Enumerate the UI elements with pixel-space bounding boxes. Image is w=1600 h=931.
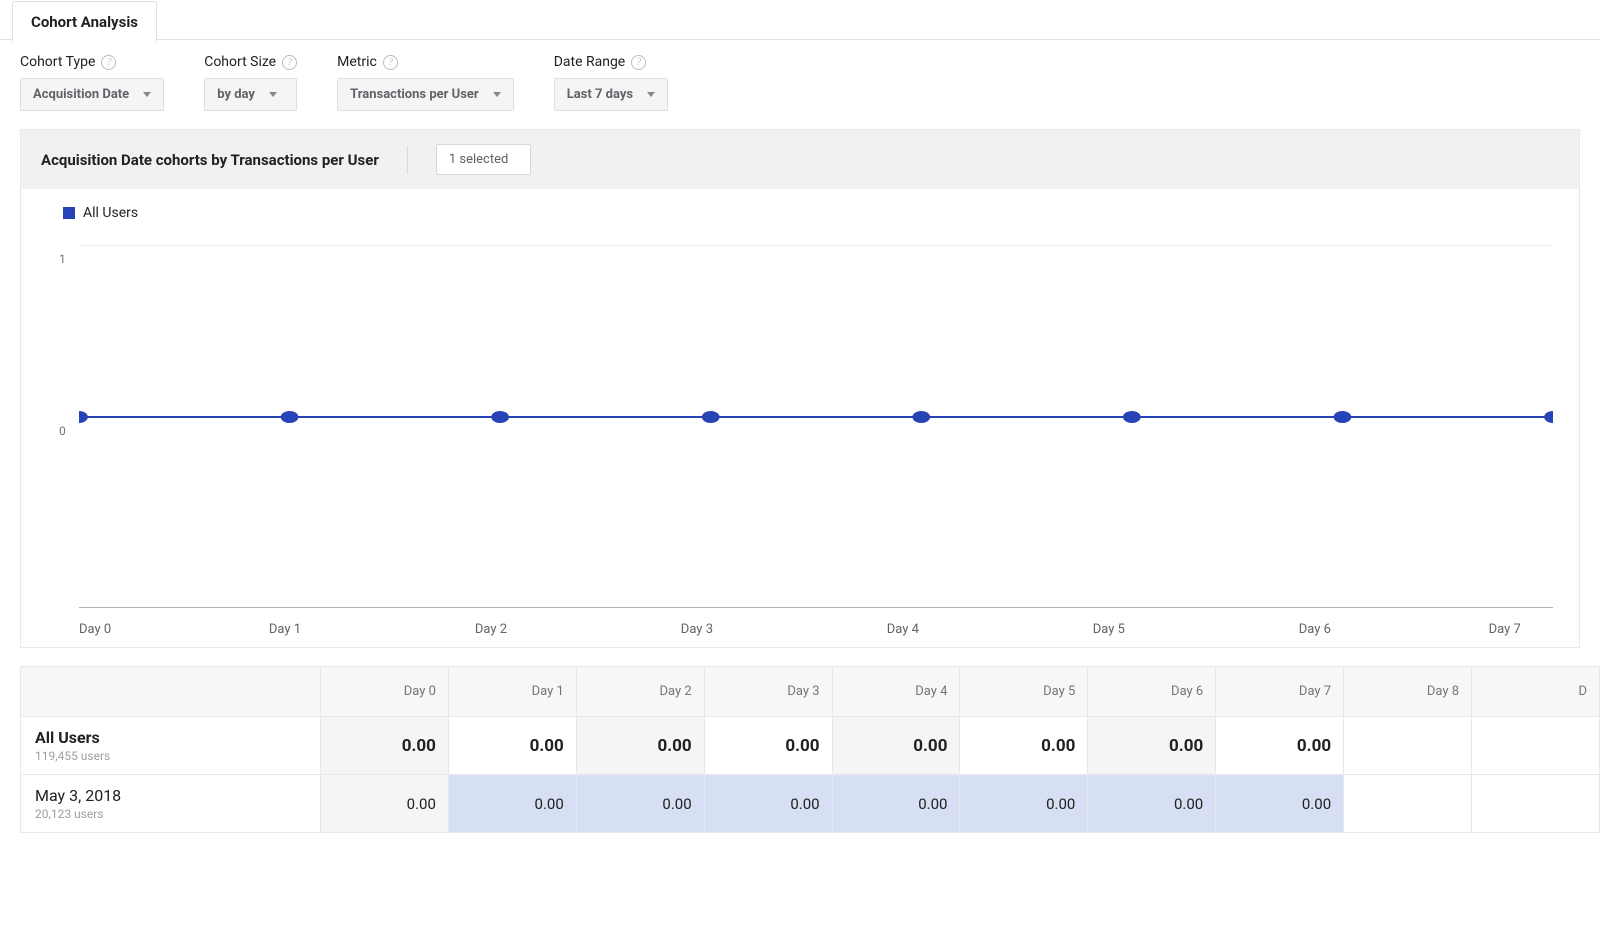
table-cell: 0.00	[1088, 775, 1216, 833]
table-cell: 0.00	[704, 717, 832, 775]
table-cell: 0.00	[448, 717, 576, 775]
table-row: May 3, 201820,123 users0.000.000.000.000…	[21, 775, 1600, 833]
x-tick-label: Day 3	[681, 622, 713, 637]
section-header: Acquisition Date cohorts by Transactions…	[20, 129, 1580, 189]
dropdown-date-range[interactable]: Last 7 days	[554, 78, 668, 111]
chevron-down-icon	[647, 92, 655, 97]
filter-date-range: Date Range ? Last 7 days	[554, 54, 668, 111]
filter-label: Date Range ?	[554, 54, 668, 70]
table-cell: 0.00	[321, 775, 449, 833]
table-header-cell: Day 7	[1216, 667, 1344, 717]
dropdown-value: by day	[217, 87, 255, 102]
table-header-cell: Day 6	[1088, 667, 1216, 717]
y-tick-label: 0	[59, 424, 66, 438]
help-icon[interactable]: ?	[101, 55, 116, 70]
table-cell: 0.00	[576, 775, 704, 833]
help-icon[interactable]: ?	[282, 55, 297, 70]
chevron-down-icon	[143, 92, 151, 97]
filter-label-text: Metric	[337, 54, 377, 70]
x-tick-label: Day 6	[1299, 622, 1331, 637]
x-tick-label: Day 7	[1489, 622, 1521, 637]
table-cell: 0.00	[832, 717, 960, 775]
cohort-table: Day 0Day 1Day 2Day 3Day 4Day 5Day 6Day 7…	[20, 666, 1600, 833]
table-row: All Users119,455 users0.000.000.000.000.…	[21, 717, 1600, 775]
table-header-cell: Day 1	[448, 667, 576, 717]
table-cell	[1472, 775, 1600, 833]
table-cell: 0.00	[1216, 717, 1344, 775]
table-cell: 0.00	[960, 775, 1088, 833]
table-cell	[1344, 775, 1472, 833]
dropdown-metric[interactable]: Transactions per User	[337, 78, 514, 111]
dropdown-value: Transactions per User	[350, 87, 479, 102]
filter-label: Cohort Size ?	[204, 54, 297, 70]
table-cell	[1344, 717, 1472, 775]
chart-panel: All Users 10 Day 0Day 1Day 2Day 3Day 4Da…	[20, 189, 1580, 648]
table-header-cell: Day 3	[704, 667, 832, 717]
chart-baseline	[79, 607, 1553, 608]
x-tick-label: Day 1	[269, 622, 301, 637]
tab-label: Cohort Analysis	[31, 13, 138, 31]
row-title: May 3, 2018	[35, 786, 306, 805]
row-subtitle: 119,455 users	[35, 749, 306, 763]
table-header-rowhead	[21, 667, 321, 717]
chevron-down-icon	[493, 92, 501, 97]
chart-area: 10 Day 0Day 1Day 2Day 3Day 4Day 5Day 6Da…	[35, 227, 1565, 637]
tab-bar: Cohort Analysis	[0, 0, 1600, 40]
table-cell: 0.00	[832, 775, 960, 833]
table-cell: 0.00	[576, 717, 704, 775]
table-header-cell: Day 5	[960, 667, 1088, 717]
table-cell: 0.00	[1088, 717, 1216, 775]
x-tick-label: Day 4	[887, 622, 919, 637]
help-icon[interactable]: ?	[383, 55, 398, 70]
line-chart	[79, 227, 1553, 607]
x-tick-label: Day 2	[475, 622, 507, 637]
filter-cohort-type: Cohort Type ? Acquisition Date	[20, 54, 164, 111]
legend-swatch	[63, 207, 75, 219]
table-cell	[1472, 717, 1600, 775]
filter-cohort-size: Cohort Size ? by day	[204, 54, 297, 111]
dropdown-value: Last 7 days	[567, 87, 633, 102]
tab-cohort-analysis[interactable]: Cohort Analysis	[12, 1, 157, 42]
table-cell: 0.00	[1216, 775, 1344, 833]
y-tick-label: 1	[59, 252, 66, 266]
table-cell: 0.00	[321, 717, 449, 775]
table-cell: 0.00	[704, 775, 832, 833]
filter-label-text: Cohort Type	[20, 54, 95, 70]
divider	[407, 146, 408, 174]
row-header: May 3, 2018 20,123 users	[21, 775, 321, 833]
table-header-cell: Day 2	[576, 667, 704, 717]
dropdown-cohort-size[interactable]: by day	[204, 78, 297, 111]
help-icon[interactable]: ?	[631, 55, 646, 70]
dropdown-value: 1 selected	[449, 152, 508, 167]
chevron-down-icon	[269, 92, 277, 97]
table-header-cell: Day 8	[1344, 667, 1472, 717]
filter-label: Metric ?	[337, 54, 514, 70]
table-header-cell: Day 4	[832, 667, 960, 717]
filter-label-text: Cohort Size	[204, 54, 276, 70]
row-title: All Users	[35, 728, 306, 747]
table-cell: 0.00	[448, 775, 576, 833]
table-header-cell: Day 0	[321, 667, 449, 717]
dropdown-cohort-type[interactable]: Acquisition Date	[20, 78, 164, 111]
dropdown-series-selector[interactable]: 1 selected	[436, 144, 531, 175]
filter-label-text: Date Range	[554, 54, 626, 70]
row-header: All Users 119,455 users	[21, 717, 321, 775]
x-tick-label: Day 5	[1093, 622, 1125, 637]
section-title: Acquisition Date cohorts by Transactions…	[41, 151, 379, 169]
table-cell: 0.00	[960, 717, 1088, 775]
x-tick-label: Day 0	[79, 622, 111, 637]
filters-row: Cohort Type ? Acquisition Date Cohort Si…	[0, 40, 1600, 129]
filter-metric: Metric ? Transactions per User	[337, 54, 514, 111]
table-header-cell: D	[1472, 667, 1600, 717]
chart-legend: All Users	[35, 205, 1565, 221]
filter-label: Cohort Type ?	[20, 54, 164, 70]
dropdown-value: Acquisition Date	[33, 87, 129, 102]
legend-label: All Users	[83, 205, 138, 221]
row-subtitle: 20,123 users	[35, 807, 306, 821]
x-axis-labels: Day 0 Day 1 Day 2 Day 3 Day 4 Day 5 Day 6 Day 7	[79, 622, 1553, 637]
